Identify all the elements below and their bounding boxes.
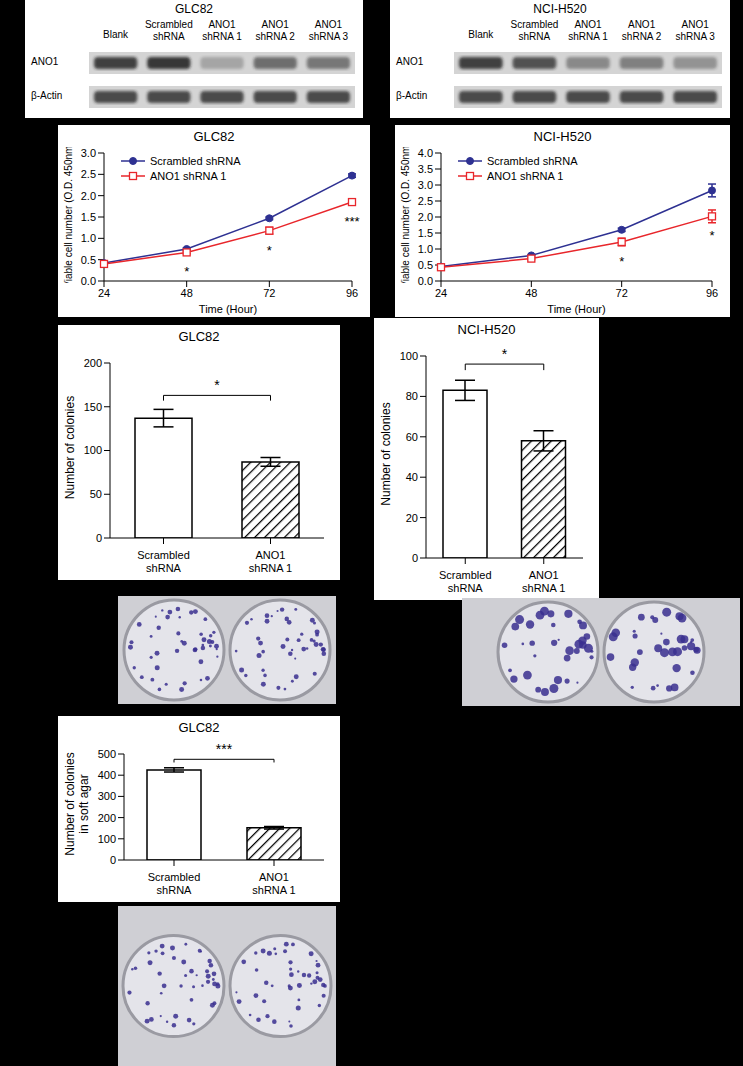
svg-text:GLC82: GLC82 — [175, 2, 213, 16]
svg-text:ScrambledshRNA: ScrambledshRNA — [510, 19, 558, 42]
svg-text:1.0: 1.0 — [81, 232, 96, 244]
svg-text:50: 50 — [90, 488, 102, 500]
svg-text:96: 96 — [346, 287, 358, 299]
svg-text:0: 0 — [96, 532, 102, 544]
svg-text:ANO1shRNA 3: ANO1shRNA 3 — [309, 19, 349, 42]
svg-text:200: 200 — [98, 812, 116, 824]
svg-text:0: 0 — [412, 552, 418, 564]
svg-text:0.0: 0.0 — [81, 275, 96, 287]
svg-text:ANO1shRNA 1: ANO1shRNA 1 — [522, 569, 565, 594]
svg-text:48: 48 — [525, 287, 537, 299]
html-text:GLC82: GLC82 — [193, 129, 235, 144]
html-text:ANO1 shRNA 1: ANO1 shRNA 1 — [150, 169, 227, 182]
svg-text:β-Actin: β-Actin — [396, 90, 427, 101]
html-text:GLC82: GLC82 — [178, 329, 220, 344]
svg-text:*: * — [184, 264, 189, 279]
svg-text:24: 24 — [98, 287, 110, 299]
svg-text:60: 60 — [406, 431, 418, 443]
svg-text:ANO1shRNA 1: ANO1shRNA 1 — [252, 871, 295, 896]
svg-text:ANO1shRNA 1: ANO1shRNA 1 — [568, 19, 608, 42]
svg-text:1.0: 1.0 — [418, 243, 433, 255]
svg-text:400: 400 — [98, 769, 116, 781]
svg-text:96: 96 — [706, 287, 718, 299]
svg-text:2.0: 2.0 — [418, 211, 433, 223]
svg-text:Blank: Blank — [103, 29, 129, 40]
svg-text:*: * — [709, 228, 714, 243]
svg-text:3.0: 3.0 — [418, 179, 433, 191]
svg-text:3.0: 3.0 — [81, 147, 96, 159]
html-text:Scrambled shRNA: Scrambled shRNA — [487, 154, 578, 167]
svg-text:2.5: 2.5 — [418, 195, 433, 207]
html-text:NCI-H520: NCI-H520 — [533, 129, 592, 144]
svg-text:Number of coloniesin soft agar: Number of coloniesin soft agar — [63, 752, 91, 855]
svg-text:***: *** — [216, 741, 233, 757]
svg-text:40: 40 — [406, 471, 418, 483]
html-text:Scrambled shRNA: Scrambled shRNA — [150, 154, 241, 167]
svg-text:ANO1shRNA 2: ANO1shRNA 2 — [622, 19, 662, 42]
svg-text:Viable cell number (O.D. 450nm: Viable cell number (O.D. 450nm) — [63, 147, 74, 283]
svg-text:0.0: 0.0 — [418, 275, 433, 287]
svg-text:1.5: 1.5 — [418, 227, 433, 239]
svg-text:2.0: 2.0 — [81, 190, 96, 202]
svg-text:ANO1shRNA 1: ANO1shRNA 1 — [202, 19, 242, 42]
svg-text:***: *** — [344, 214, 359, 229]
svg-text:ANO1shRNA 1: ANO1shRNA 1 — [249, 549, 292, 574]
svg-text:ANO1shRNA 2: ANO1shRNA 2 — [255, 19, 295, 42]
svg-text:48: 48 — [181, 287, 193, 299]
svg-text:ANO1shRNA 3: ANO1shRNA 3 — [675, 19, 715, 42]
svg-text:*: * — [214, 377, 220, 393]
svg-text:100: 100 — [98, 833, 116, 845]
svg-text:100: 100 — [400, 350, 418, 362]
svg-text:300: 300 — [98, 790, 116, 802]
svg-text:*: * — [502, 346, 508, 362]
svg-text:ScrambledshRNA: ScrambledshRNA — [137, 549, 190, 574]
svg-text:*: * — [619, 254, 624, 269]
svg-text:ANO1: ANO1 — [31, 56, 59, 67]
html-text:NCI-H520: NCI-H520 — [457, 322, 516, 337]
svg-text:ScrambledshRNA: ScrambledshRNA — [148, 871, 201, 896]
svg-text:0: 0 — [110, 854, 116, 866]
svg-text:1.5: 1.5 — [81, 211, 96, 223]
svg-text:500: 500 — [98, 748, 116, 760]
svg-text:2.5: 2.5 — [81, 168, 96, 180]
svg-text:Viable cell number (O.D. 450nm: Viable cell number (O.D. 450nm) — [400, 147, 411, 283]
svg-text:80: 80 — [406, 390, 418, 402]
svg-text:ScrambledshRNA: ScrambledshRNA — [145, 19, 193, 42]
svg-text:Number of colonies: Number of colonies — [379, 402, 393, 505]
svg-text:20: 20 — [406, 512, 418, 524]
svg-text:150: 150 — [84, 401, 102, 413]
svg-text:72: 72 — [616, 287, 628, 299]
svg-text:0.5: 0.5 — [418, 259, 433, 271]
svg-text:100: 100 — [84, 444, 102, 456]
svg-text:*: * — [267, 243, 272, 258]
svg-text:0.5: 0.5 — [81, 254, 96, 266]
svg-text:72: 72 — [263, 287, 275, 299]
svg-text:24: 24 — [435, 287, 447, 299]
html-text:GLC82: GLC82 — [178, 720, 220, 735]
svg-text:ScrambledshRNA: ScrambledshRNA — [439, 569, 492, 594]
svg-text:3.5: 3.5 — [418, 163, 433, 175]
svg-text:Time (Hour): Time (Hour) — [199, 303, 257, 315]
svg-text:200: 200 — [84, 357, 102, 369]
svg-text:ANO1: ANO1 — [396, 56, 424, 67]
svg-text:4.0: 4.0 — [418, 147, 433, 159]
html-text:ANO1 shRNA 1: ANO1 shRNA 1 — [487, 169, 564, 182]
svg-text:β-Actin: β-Actin — [31, 90, 62, 101]
svg-text:Number of colonies: Number of colonies — [63, 396, 77, 499]
svg-text:NCI-H520: NCI-H520 — [533, 2, 587, 16]
svg-text:Blank: Blank — [468, 29, 494, 40]
svg-text:Time (Hour): Time (Hour) — [547, 303, 605, 315]
